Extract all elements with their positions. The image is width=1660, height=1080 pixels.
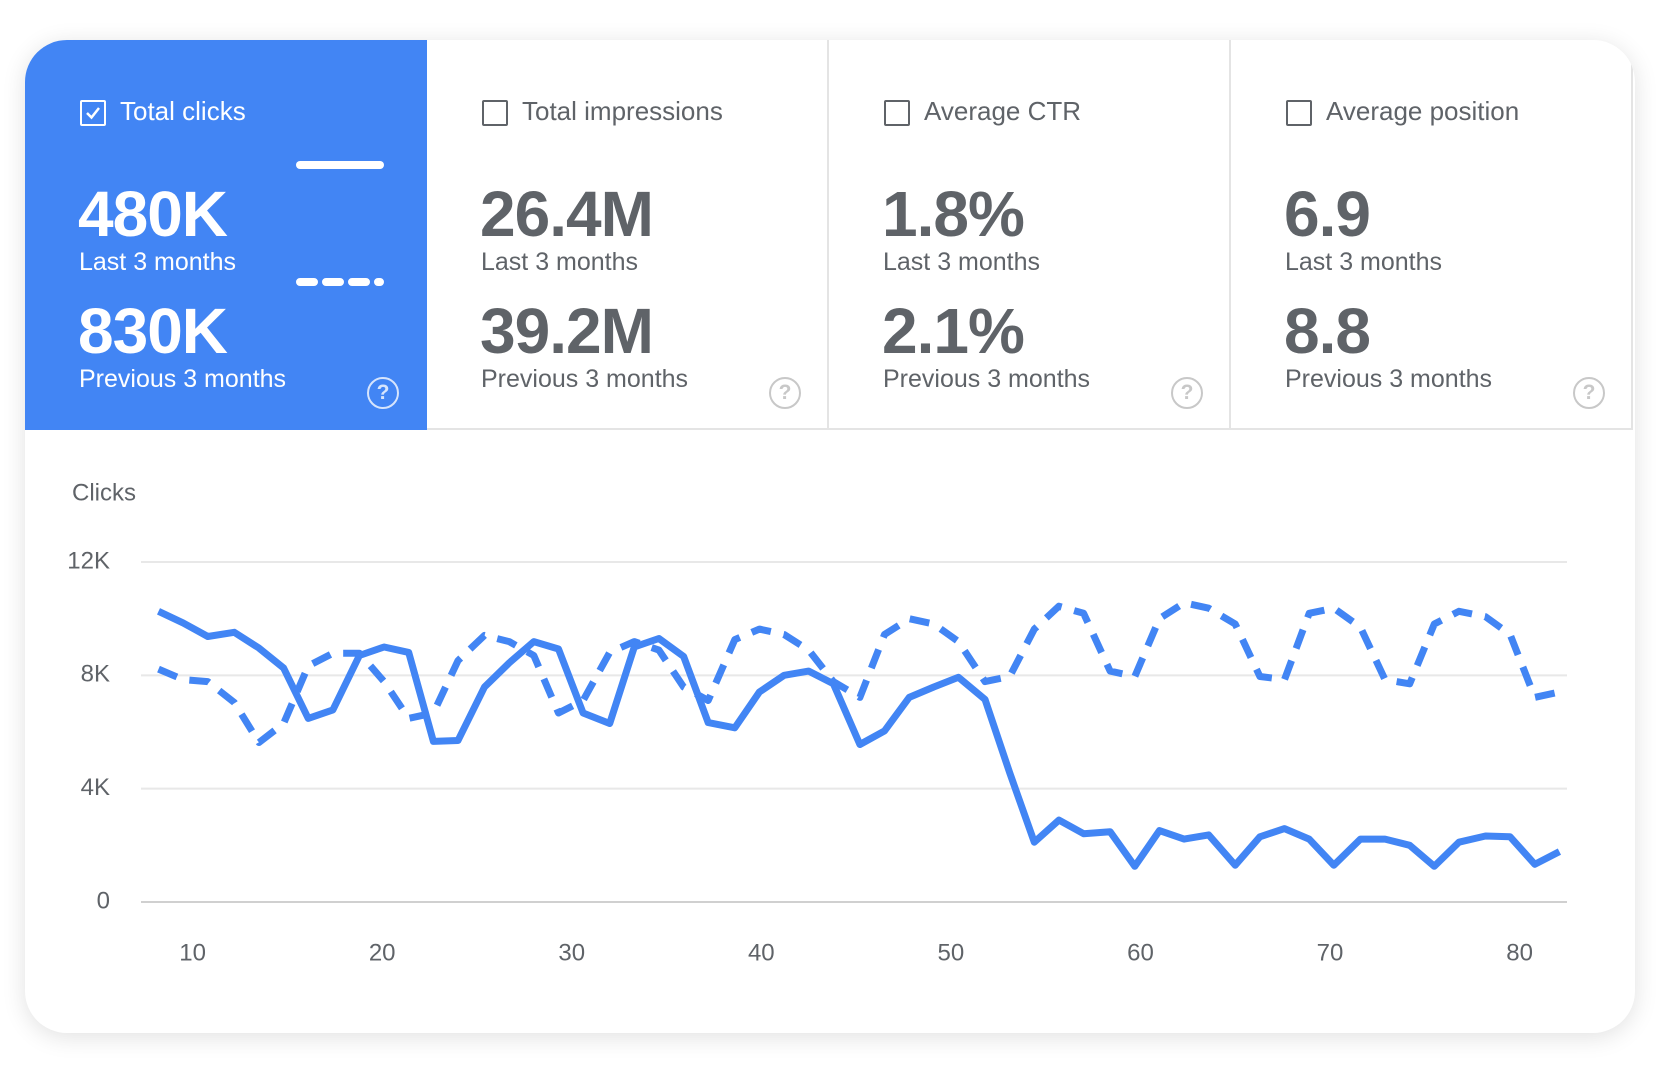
check-path <box>86 107 100 120</box>
metric-label: Average position <box>1326 96 1520 126</box>
previous-period: Previous 3 months <box>883 365 1091 393</box>
help-icon: ? <box>1573 377 1605 409</box>
x-tick-label: 30 <box>558 939 585 966</box>
y-axis-label: Clicks <box>72 479 136 506</box>
metric-tile[interactable]: Average CTR 1.8% Last 3 months 2.1% Previous… <box>829 40 1231 430</box>
metric-tile[interactable]: Total clicks 480K Last 3 months 830K Previou… <box>25 40 427 430</box>
current-period: Last 3 months <box>481 248 639 276</box>
current-period: Last 3 months <box>883 248 1041 276</box>
current-period: Last 3 months <box>1285 248 1443 276</box>
x-tick-label: 70 <box>1317 939 1344 966</box>
previous-value: 8.8 <box>1284 295 1371 367</box>
legend-swatch <box>296 278 384 286</box>
previous-value: 830K <box>78 295 228 367</box>
legend-swatch <box>296 161 384 169</box>
previous-period: Previous 3 months <box>481 365 689 393</box>
x-tick-label: 40 <box>748 939 775 966</box>
metric-tile[interactable]: Total impressions 26.4M Last 3 months 39.2M… <box>427 40 829 430</box>
y-tick-label: 8K <box>81 661 110 688</box>
checkbox[interactable] <box>1286 100 1312 126</box>
current-period: Last 3 months <box>79 248 237 276</box>
checkbox[interactable] <box>884 100 910 126</box>
metric-tile[interactable]: Average position 6.9 Last 3 months 8.8 Previ… <box>1231 40 1633 430</box>
previous-period: Previous 3 months <box>1285 365 1493 393</box>
metric-label: Total clicks <box>120 96 246 126</box>
checkbox[interactable] <box>80 100 106 126</box>
x-tick-label: 20 <box>369 939 396 966</box>
x-tick-label: 10 <box>179 939 206 966</box>
y-tick-label: 0 <box>97 887 110 914</box>
series-line <box>157 599 1561 746</box>
current-value: 480K <box>78 178 228 250</box>
x-tick-label: 60 <box>1127 939 1154 966</box>
metric-label: Average CTR <box>924 96 1082 126</box>
x-tick-label: 80 <box>1506 939 1533 966</box>
x-tick-label: 50 <box>938 939 965 966</box>
previous-value: 2.1% <box>882 295 1025 367</box>
y-tick-label: 4K <box>81 774 110 801</box>
help-icon: ? <box>769 377 801 409</box>
previous-period: Previous 3 months <box>79 365 287 393</box>
previous-value: 39.2M <box>480 295 654 367</box>
help-icon: ? <box>1171 377 1203 409</box>
checkbox[interactable] <box>482 100 508 126</box>
current-value: 1.8% <box>882 178 1025 250</box>
series-line <box>157 608 1562 870</box>
metric-label: Total impressions <box>522 96 723 126</box>
current-value: 6.9 <box>1284 178 1371 250</box>
check-mark <box>86 107 100 120</box>
y-tick-label: 12K <box>67 547 110 574</box>
current-value: 26.4M <box>480 178 654 250</box>
help-icon: ? <box>367 377 399 409</box>
performance-card: Clicks 0 4K 8K 12K 10 20 30 40 50 60 70 80 Total cl… <box>25 40 1635 1033</box>
chart: Clicks 0 4K 8K 12K 10 20 30 40 50 60 70 80 <box>67 479 1567 966</box>
